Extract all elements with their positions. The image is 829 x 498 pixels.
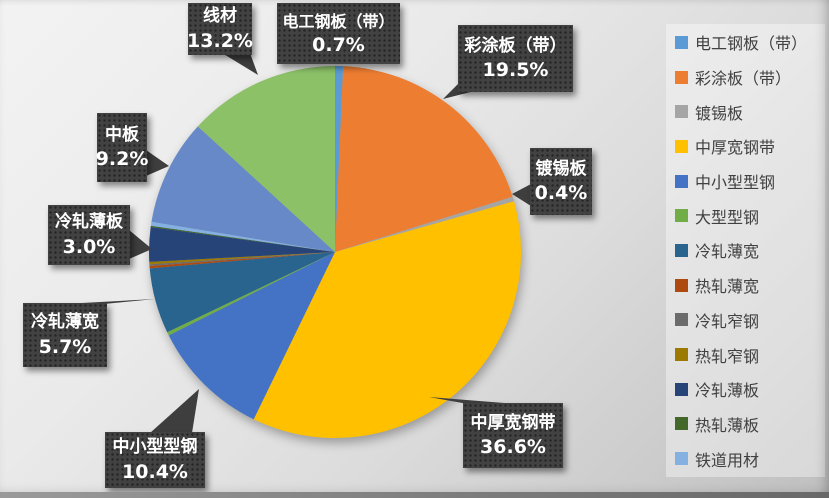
legend-swatch-icon: [675, 209, 688, 223]
callout-zhonghoukuangangdai[interactable]: 中厚宽钢带 36.6%: [463, 403, 563, 468]
legend-item-label: 中小型型钢: [695, 173, 776, 193]
legend-item-label: 大型型钢: [695, 207, 760, 227]
callout-value: 19.5%: [482, 59, 549, 82]
pie-slice-9[interactable]: [149, 252, 335, 267]
callout-value: 0.4%: [534, 182, 588, 205]
legend-item[interactable]: 中厚宽钢带: [675, 129, 825, 164]
legend-item-label: 冷轧薄板: [695, 381, 760, 401]
callout-label: 中小型型钢: [112, 437, 198, 458]
legend: 电工钢板（带） 彩涂板（带） 镀锡板 中厚宽钢带 中小型型钢 大型型钢 冷轧薄宽: [666, 24, 825, 477]
leader-xiancai: [222, 53, 258, 75]
callout-duxiban[interactable]: 镀锡板 0.4%: [530, 148, 592, 215]
legend-item-label: 镀锡板: [695, 103, 744, 123]
bottom-edge-band: [0, 492, 829, 498]
legend-item[interactable]: 冷轧窄钢: [675, 303, 825, 338]
pie-slice-10[interactable]: [149, 252, 335, 265]
pie-slices-group: [149, 65, 522, 439]
legend-item[interactable]: 镀锡板: [675, 94, 825, 129]
callout-value: 10.4%: [122, 460, 188, 483]
legend-item[interactable]: 热轧薄板: [675, 407, 825, 442]
legend-item[interactable]: 热轧窄钢: [675, 337, 825, 372]
leader-lengzhabokuan: [64, 299, 155, 304]
legend-item-label: 铁道用材: [695, 450, 760, 470]
callout-label: 线材: [203, 6, 237, 27]
pie-slice-6[interactable]: [167, 252, 335, 336]
leader-zhongxiaoxing: [150, 389, 199, 433]
pie-slice-12[interactable]: [150, 225, 335, 252]
leader-duxi: [512, 184, 531, 206]
callout-value: 5.7%: [38, 335, 92, 358]
legend-swatch-icon: [675, 243, 688, 257]
callout-leaders-group: [64, 53, 531, 433]
legend-item[interactable]: 铁道用材: [675, 441, 825, 476]
callout-value: 0.7%: [312, 33, 365, 56]
legend-item[interactable]: 热轧薄宽: [675, 268, 825, 303]
legend-swatch-icon: [675, 35, 688, 49]
pie-slice-5[interactable]: [168, 252, 335, 420]
callout-caituban[interactable]: 彩涂板（带） 19.5%: [458, 25, 573, 92]
legend-swatch-icon: [675, 278, 688, 292]
pie-slice-15[interactable]: [197, 65, 335, 252]
legend-swatch-icon: [675, 348, 688, 362]
pie-slice-8[interactable]: [149, 252, 335, 269]
pie-slice-11[interactable]: [149, 226, 335, 262]
pie-slice-2[interactable]: [335, 66, 513, 253]
legend-item-label: 冷轧薄宽: [695, 242, 760, 262]
legend-swatch-icon: [675, 313, 688, 327]
legend-swatch-icon: [675, 70, 688, 84]
callout-value: 3.0%: [62, 235, 116, 258]
pie-slice-13[interactable]: [150, 221, 335, 252]
pie-slice-14[interactable]: [151, 126, 335, 252]
legend-swatch-icon: [675, 105, 688, 119]
callout-xiancai[interactable]: 线材 13.2%: [187, 3, 253, 55]
callout-label: 镀锡板: [535, 158, 587, 179]
pie-slice-3[interactable]: [335, 196, 514, 252]
legend-item[interactable]: 冷轧薄宽: [675, 233, 825, 268]
leader-lengzhaboban: [129, 230, 152, 259]
callout-diangongangban[interactable]: 电工钢板（带） 0.7%: [277, 3, 400, 64]
callout-zhongxiaoxingxinggang[interactable]: 中小型型钢 10.4%: [105, 432, 205, 488]
callout-label: 中板: [105, 124, 139, 145]
callout-value: 13.2%: [187, 29, 253, 52]
callout-lengzhaboban[interactable]: 冷轧薄板 3.0%: [48, 205, 130, 265]
legend-item[interactable]: 大型型钢: [675, 198, 825, 233]
legend-item[interactable]: 电工钢板（带）: [675, 25, 825, 60]
callout-label: 冷轧薄宽: [31, 312, 99, 333]
legend-item[interactable]: 冷轧薄板: [675, 372, 825, 407]
leader-zhonghoukuan: [429, 397, 516, 404]
legend-item-label: 中厚宽钢带: [695, 138, 776, 158]
legend-swatch-icon: [675, 417, 688, 431]
callout-label: 彩涂板（带）: [464, 35, 567, 56]
callout-label: 冷轧薄板: [55, 212, 123, 233]
pie-slice-7[interactable]: [149, 252, 335, 333]
legend-item-label: 热轧薄宽: [695, 277, 760, 297]
pie-slice-4[interactable]: [253, 201, 522, 439]
legend-item-label: 电工钢板（带）: [695, 34, 808, 54]
pie-slice-1[interactable]: [335, 66, 344, 252]
callout-label: 中厚宽钢带: [470, 412, 556, 433]
callout-value: 9.2%: [95, 148, 149, 171]
legend-item-label: 热轧薄板: [695, 415, 760, 435]
callout-lengzhabokuan[interactable]: 冷轧薄宽 5.7%: [23, 303, 107, 367]
legend-swatch-icon: [675, 452, 688, 466]
callout-zhongban[interactable]: 中板 9.2%: [95, 113, 149, 182]
legend-item-label: 热轧窄钢: [695, 346, 760, 366]
legend-item[interactable]: 彩涂板（带）: [675, 60, 825, 95]
legend-swatch-icon: [675, 139, 688, 153]
legend-item[interactable]: 中小型型钢: [675, 164, 825, 199]
callout-label: 电工钢板（带）: [282, 11, 395, 31]
legend-item-label: 彩涂板（带）: [695, 69, 792, 89]
legend-item-label: 冷轧窄钢: [695, 311, 760, 331]
legend-swatch-icon: [675, 382, 688, 396]
leader-zhongban: [146, 150, 169, 176]
legend-swatch-icon: [675, 174, 688, 188]
callout-value: 36.6%: [480, 436, 546, 459]
